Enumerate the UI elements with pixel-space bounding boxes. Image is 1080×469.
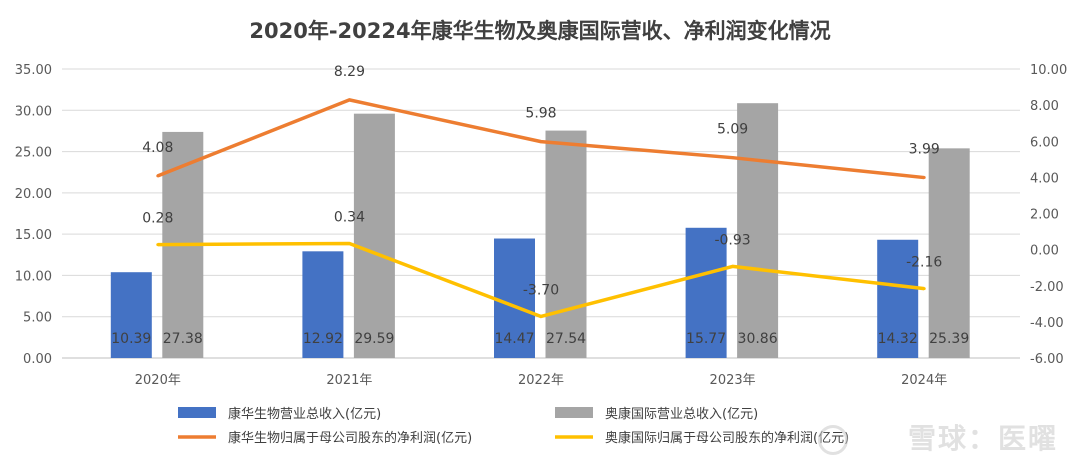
line-data-label: 0.34 — [334, 209, 365, 225]
bar — [110, 272, 152, 358]
bar-data-label: 14.47 — [494, 331, 534, 347]
bar-data-label: 25.39 — [929, 331, 969, 347]
line-data-label: 5.98 — [525, 106, 556, 122]
bar-data-label: 12.92 — [303, 331, 343, 347]
line-point — [347, 241, 351, 245]
watermark: 雪球：医曜 — [907, 422, 1058, 455]
y-left-tick-label: 10.00 — [15, 269, 52, 284]
x-tick-label: 2024年 — [901, 373, 947, 388]
bar — [494, 238, 535, 358]
line-point — [539, 140, 543, 144]
bar — [545, 130, 587, 358]
bar — [737, 103, 779, 358]
line-point — [922, 287, 926, 291]
legend-swatch — [178, 407, 216, 418]
y-left-tick-label: 25.00 — [15, 146, 52, 161]
y-right-tick-label: 0.00 — [1030, 244, 1059, 259]
y-right-tick-label: -6.00 — [1030, 352, 1064, 367]
y-right-tick-label: 2.00 — [1030, 208, 1059, 223]
y-axis-left: 0.00 5.00 10.00 15.00 20.00 25.00 30.00 35.00 — [15, 63, 52, 367]
bar-data-label: 14.32 — [878, 331, 918, 347]
y-axis-right: -6.00 -4.00 -2.00 0.00 2.00 4.00 6.00 8.00 10.00 — [1030, 63, 1067, 367]
x-tick-label: 2023年 — [710, 373, 756, 388]
bar-data-label: 10.39 — [111, 331, 151, 347]
bar-data-label: 27.38 — [163, 331, 203, 347]
line-point — [731, 264, 735, 268]
legend-label: 康华生物归属于母公司股东的净利润(亿元) — [228, 430, 472, 446]
y-left-tick-label: 30.00 — [15, 104, 52, 119]
bar-data-label: 29.59 — [354, 331, 394, 347]
line-data-label: 5.09 — [717, 122, 748, 138]
bar — [353, 113, 395, 358]
lines — [156, 98, 926, 319]
x-tick-label: 2022年 — [518, 373, 564, 388]
line-data-label: 8.29 — [334, 64, 365, 80]
chart-title: 2020年-20224年康华生物及奥康国际营收、净利润变化情况 — [249, 19, 830, 43]
bar — [928, 148, 970, 358]
y-left-tick-label: 5.00 — [23, 311, 52, 326]
y-left-tick-label: 20.00 — [15, 187, 52, 202]
y-right-tick-label: 4.00 — [1030, 171, 1059, 186]
y-right-tick-label: -2.00 — [1030, 280, 1064, 295]
line-series — [157, 241, 925, 319]
y-right-tick-label: 6.00 — [1030, 135, 1059, 150]
y-right-tick-label: 10.00 — [1030, 63, 1067, 78]
line-point — [731, 156, 735, 160]
legend-label: 奥康国际营业总收入(亿元) — [605, 406, 758, 422]
y-left-tick-label: 0.00 — [23, 352, 52, 367]
bar-data-label: 27.54 — [546, 331, 586, 347]
y-left-tick-label: 15.00 — [15, 228, 52, 243]
y-right-tick-label: 8.00 — [1030, 99, 1059, 114]
bar-data-label: 30.86 — [738, 331, 778, 347]
y-left-tick-label: 35.00 — [15, 63, 52, 78]
y-right-tick-label: -4.00 — [1030, 316, 1064, 331]
line-data-label: 3.99 — [909, 142, 940, 158]
legend-swatch — [555, 407, 593, 418]
line-point — [156, 174, 160, 178]
line-data-label: -0.93 — [714, 232, 750, 248]
line-point — [347, 98, 351, 102]
x-tick-label: 2021年 — [326, 373, 372, 388]
legend[interactable]: 康华生物营业总收入(亿元) 奥康国际营业总收入(亿元) 康华生物归属于母公司股东的净… — [178, 406, 849, 446]
legend-label: 康华生物营业总收入(亿元) — [228, 406, 381, 422]
watermark-logo-icon — [818, 425, 848, 455]
line-point — [922, 176, 926, 180]
bar — [877, 239, 919, 358]
line-data-label: -3.70 — [523, 282, 559, 298]
line-point — [539, 314, 543, 318]
line-data-label: 4.08 — [142, 140, 173, 156]
data-labels: 10.39 12.92 14.47 15.77 14.32 27.38 29.59 27.54… — [111, 64, 969, 347]
bar-data-label: 15.77 — [686, 331, 726, 347]
bar — [685, 227, 727, 358]
line-data-label: 0.28 — [142, 211, 173, 227]
x-axis: 2020年 2021年 2022年 2023年 2024年 — [135, 373, 947, 388]
bar — [302, 251, 344, 358]
x-tick-label: 2020年 — [135, 373, 181, 388]
line-point — [156, 243, 160, 247]
line-data-label: -2.16 — [906, 255, 942, 271]
legend-label: 奥康国际归属于母公司股东的净利润(亿元) — [605, 430, 849, 446]
